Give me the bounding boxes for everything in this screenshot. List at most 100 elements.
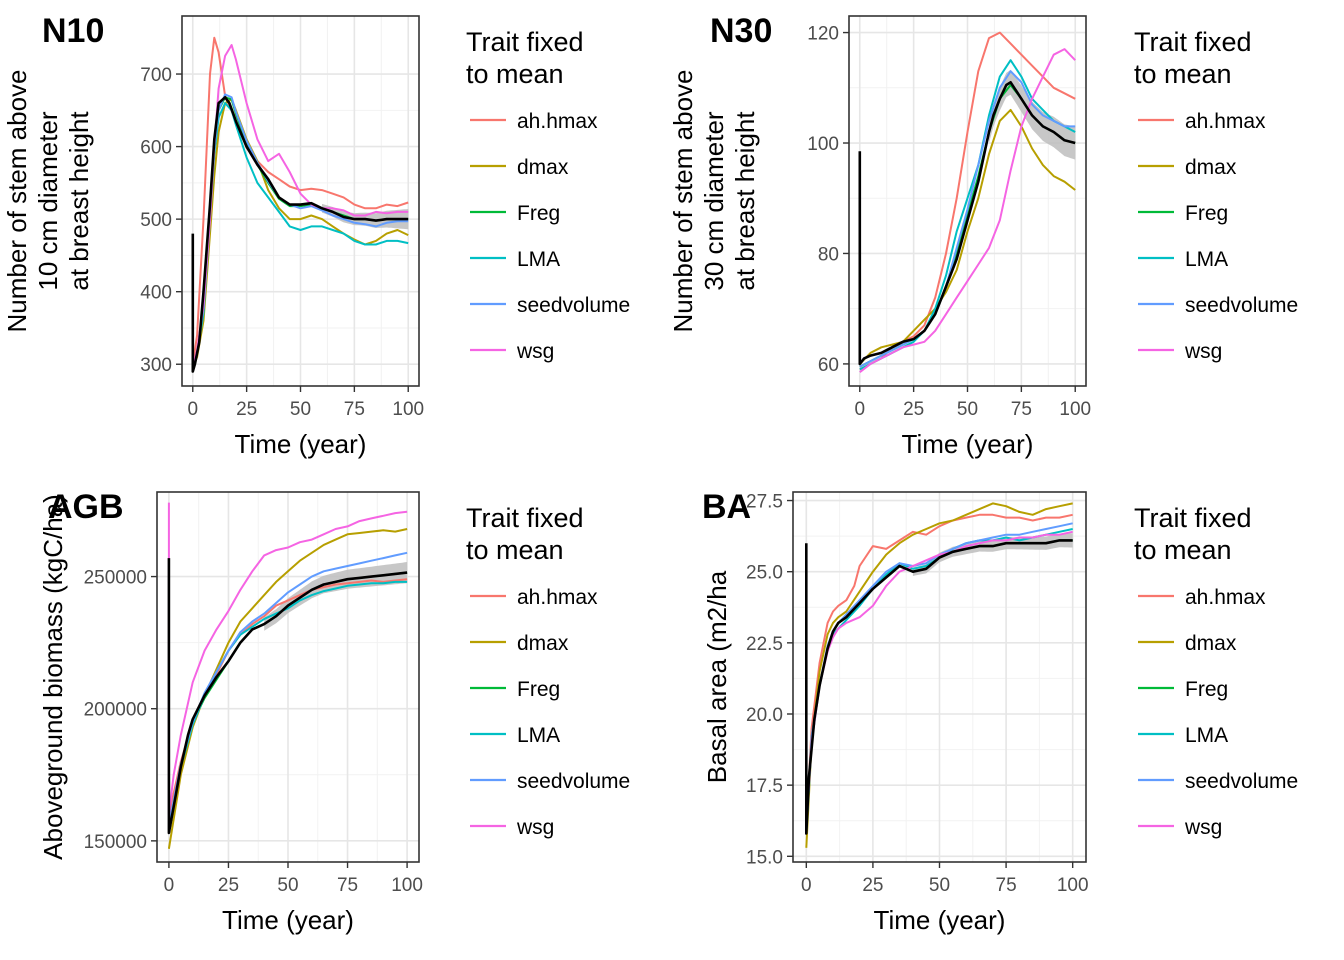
legend-label: LMA — [517, 724, 560, 747]
legend-label: Freg — [517, 202, 560, 225]
x-tick-label: 75 — [344, 399, 365, 420]
data-layer — [804, 502, 1073, 848]
legend-label: dmax — [517, 156, 569, 179]
series-line-ah-hmax — [191, 36, 409, 365]
legend-label: dmax — [1185, 156, 1237, 179]
legend-label: seedvolume — [517, 294, 630, 317]
x-tick-label: 75 — [996, 875, 1017, 896]
y-tick-label: 120 — [807, 24, 839, 45]
legend-label: wsg — [1184, 340, 1222, 363]
legend-title: to mean — [1134, 59, 1232, 89]
x-axis-title: Time (year) — [902, 429, 1034, 459]
legend-label: wsg — [516, 816, 554, 839]
panel-ba: 0 25 50 75 100 15.0 17.5 20.0 22.5 25.0 27.5 Time (… — [702, 488, 1298, 935]
series-line-dmax — [805, 502, 1073, 848]
axes: 0 25 50 75 100 300 400 500 600 700 — [140, 65, 424, 420]
legend-label: dmax — [517, 632, 569, 655]
legend-label: ah.hmax — [1185, 110, 1266, 133]
legend-label: Freg — [1185, 678, 1228, 701]
y-tick-label: 80 — [818, 244, 839, 265]
x-tick-label: 25 — [218, 875, 239, 896]
legend-label: wsg — [516, 340, 554, 363]
reference-line — [191, 96, 409, 373]
data-layer — [167, 502, 408, 849]
legend-label: seedvolume — [1185, 770, 1298, 793]
x-tick-label: 25 — [903, 399, 924, 420]
y-tick-label: 150000 — [84, 832, 147, 853]
legend-title: to mean — [466, 59, 564, 89]
y-axis-title: 10 cm diameter — [33, 111, 63, 291]
x-axis-title: Time (year) — [235, 429, 367, 459]
confidence-ribbon — [264, 562, 408, 631]
series-line-wsg — [859, 48, 1076, 373]
x-tick-label: 100 — [1057, 875, 1089, 896]
panel-title: AGB — [48, 488, 124, 526]
x-tick-label: 50 — [929, 875, 950, 896]
y-tick-label: 17.5 — [746, 776, 783, 797]
y-axis-title: Aboveground biomass (kgC/ha) — [38, 494, 68, 860]
x-tick-label: 75 — [337, 875, 358, 896]
series-line-dmax — [859, 108, 1076, 365]
reference-line — [804, 539, 1073, 835]
axes: 0 25 50 75 100 150000 200000 250000 — [84, 568, 423, 896]
panel-title: N30 — [710, 12, 772, 50]
y-axis-title: Number of stem above — [2, 69, 32, 332]
y-axis-title: 30 cm diameter — [699, 111, 729, 291]
series-line-seedvolume — [167, 551, 408, 826]
legend-label: LMA — [1185, 724, 1228, 747]
legend-label: ah.hmax — [1185, 586, 1266, 609]
legend-title: Trait fixed — [466, 503, 584, 533]
y-tick-label: 250000 — [84, 568, 147, 589]
y-axis-title: at breast height — [64, 111, 94, 291]
x-axis-title: Time (year) — [874, 905, 1006, 935]
panel-n10: 0 25 50 75 100 300 400 500 600 700 Time (year) Numb… — [2, 12, 630, 459]
y-tick-label: 700 — [140, 65, 172, 86]
legend-label: LMA — [1185, 248, 1228, 271]
y-axis-title: Basal area (m2/ha — [702, 570, 732, 783]
series-line-seedvolume — [859, 70, 1076, 368]
legend-title: Trait fixed — [1134, 503, 1252, 533]
legend-label: Freg — [517, 678, 560, 701]
axes: 0 25 50 75 100 60 80 100 120 — [807, 24, 1091, 420]
x-tick-label: 100 — [1059, 399, 1091, 420]
legend-title: to mean — [466, 535, 564, 565]
y-tick-label: 400 — [140, 283, 172, 304]
y-tick-label: 22.5 — [746, 634, 783, 655]
legend-label: LMA — [517, 248, 560, 271]
x-tick-label: 100 — [392, 399, 424, 420]
axes: 0 25 50 75 100 15.0 17.5 20.0 22.5 25.0 27.5 — [746, 492, 1089, 896]
y-tick-label: 25.0 — [746, 563, 783, 584]
x-tick-label: 50 — [957, 399, 978, 420]
legend-title: Trait fixed — [1134, 27, 1252, 57]
y-tick-label: 15.0 — [746, 847, 783, 868]
x-tick-label: 0 — [854, 399, 865, 420]
y-axis-title: Number of stem above — [668, 69, 698, 332]
x-tick-label: 100 — [391, 875, 423, 896]
y-tick-label: 100 — [807, 134, 839, 155]
y-tick-label: 60 — [818, 355, 839, 376]
legend-title: Trait fixed — [466, 27, 584, 57]
legend-label: wsg — [1184, 816, 1222, 839]
data-layer — [191, 36, 409, 373]
panel-title: N10 — [42, 12, 104, 50]
data-layer — [858, 31, 1076, 373]
legend-label: dmax — [1185, 632, 1237, 655]
reference-line — [858, 81, 1076, 366]
legend-label: seedvolume — [517, 770, 630, 793]
x-tick-label: 75 — [1011, 399, 1032, 420]
reference-line — [167, 558, 408, 835]
x-tick-label: 50 — [290, 399, 311, 420]
y-tick-label: 500 — [140, 210, 172, 231]
y-tick-label: 600 — [140, 138, 172, 159]
legend-label: Freg — [1185, 202, 1228, 225]
x-axis-title: Time (year) — [222, 905, 354, 935]
x-tick-label: 25 — [862, 875, 883, 896]
x-tick-label: 0 — [187, 399, 198, 420]
y-tick-label: 200000 — [84, 700, 147, 721]
series-line-ah-hmax — [805, 513, 1073, 828]
legend-label: seedvolume — [1185, 294, 1298, 317]
